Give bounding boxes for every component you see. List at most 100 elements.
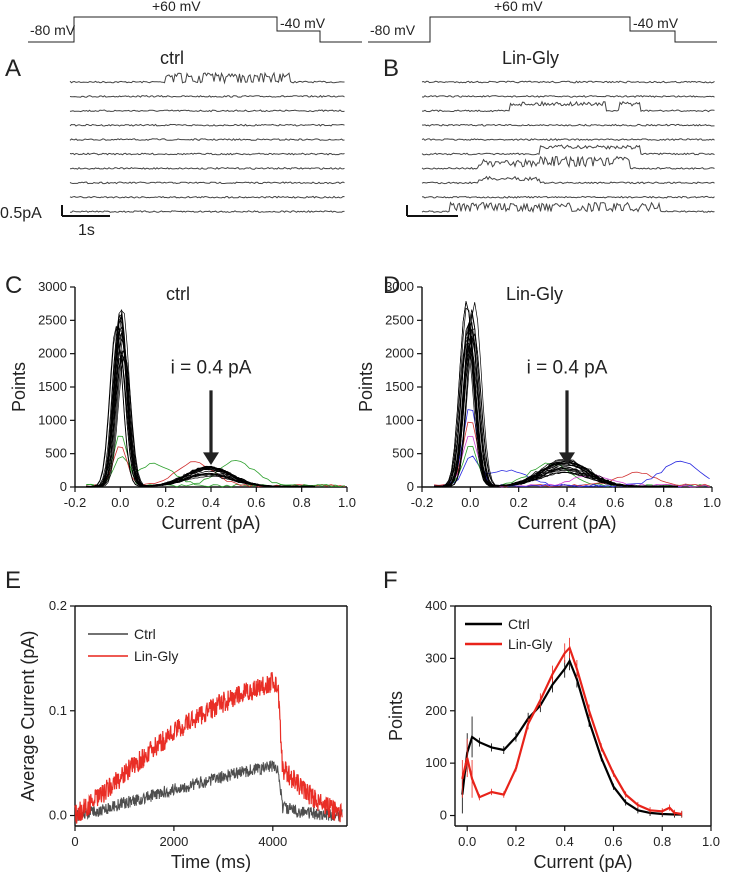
y-tick-label: 0.0 <box>49 808 67 823</box>
y-axis-title: Points <box>356 362 376 412</box>
sweep-trace <box>421 80 715 84</box>
panel-label-f: F <box>383 567 398 594</box>
y-tick-label: 0 <box>440 808 447 823</box>
legend-label: Ctrl <box>134 626 156 642</box>
y-tick-label: 300 <box>425 650 447 665</box>
sweep-trace <box>421 123 715 127</box>
x-tick-label: 0 <box>71 834 78 849</box>
legend-label: Ctrl <box>508 616 530 632</box>
sweep-trace <box>421 94 715 98</box>
series-line-lingly <box>74 672 343 824</box>
y-tick-label: 1000 <box>38 412 67 427</box>
protocol-right-v2: +60 mV <box>494 0 543 14</box>
histogram-sweep <box>86 308 315 488</box>
y-tick-label: 100 <box>425 755 447 770</box>
x-axis-title: Current (pA) <box>533 852 632 872</box>
annotation-label: i = 0.4 pA <box>527 358 608 379</box>
x-tick-label: 0.4 <box>202 495 220 510</box>
x-tick-label: 1.0 <box>702 834 720 849</box>
x-tick-label: 0.2 <box>157 495 175 510</box>
trace-title-lingly: Lin-Gly <box>502 48 559 68</box>
x-tick-label: 2000 <box>159 834 188 849</box>
sweep-trace <box>69 152 345 156</box>
x-tick-label: 0.6 <box>247 495 265 510</box>
sweep-trace <box>69 71 345 85</box>
y-tick-label: 200 <box>425 703 447 718</box>
legend-label: Lin-Gly <box>134 648 178 664</box>
sweep-trace <box>421 195 715 199</box>
y-tick-label: 3000 <box>385 279 414 294</box>
protocol-right-v1: -80 mV <box>370 22 416 38</box>
annotation-label: i = 0.4 pA <box>171 358 252 379</box>
x-tick-label: 0.2 <box>510 495 528 510</box>
x-tick-label: 0.8 <box>293 495 311 510</box>
hist-title-ctrl: ctrl <box>166 284 190 304</box>
x-tick-label: 0.0 <box>461 495 479 510</box>
y-tick-label: 500 <box>45 446 67 461</box>
x-axis-title: Current (pA) <box>517 513 616 533</box>
y-tick-label: 500 <box>392 446 414 461</box>
annotation-arrow-head <box>559 452 575 465</box>
x-tick-label: 4000 <box>258 834 287 849</box>
protocol-left-v1: -80 mV <box>30 22 76 38</box>
protocol-right: -80 mV +60 mV -40 mV <box>368 0 717 43</box>
histogram-sweep-colored <box>86 435 345 488</box>
protocol-left-v2: +60 mV <box>152 0 201 14</box>
protocol-left: -80 mV +60 mV -40 mV <box>28 0 362 43</box>
average-current-chart: 0 2000 4000 0.0 0.1 0.2 Time (ms) Average Curre… <box>18 598 348 872</box>
x-tick-label: 1.0 <box>703 495 721 510</box>
y-tick-label: 2500 <box>385 312 414 327</box>
y-tick-label: 400 <box>425 598 447 613</box>
x-tick-label: 0.6 <box>604 834 622 849</box>
histogram-sweep-colored <box>434 455 710 488</box>
sweep-trace <box>421 144 715 156</box>
x-tick-label: 1.0 <box>338 495 356 510</box>
histogram-sweep <box>86 327 315 488</box>
sweep-trace <box>421 138 715 142</box>
protocol-left-v3: -40 mV <box>280 15 326 31</box>
y-tick-label: 1500 <box>385 379 414 394</box>
sweep-trace <box>69 123 345 127</box>
y-tick-label: 2000 <box>38 346 67 361</box>
scale-bar-b <box>406 205 458 217</box>
x-axis-title: Time (ms) <box>171 852 251 872</box>
trace-title-ctrl: ctrl <box>160 48 184 68</box>
annotation-arrow-head <box>203 452 219 465</box>
y-tick-label: 1000 <box>385 412 414 427</box>
scale-current-label: 0.5pA <box>0 205 42 222</box>
histogram-sweep <box>434 335 678 488</box>
y-tick-label: 0.2 <box>49 598 67 613</box>
sweep-trace <box>69 166 345 170</box>
sweep-trace <box>421 155 715 170</box>
x-tick-label: 0.8 <box>653 834 671 849</box>
histogram-lingly: -0.2 0.0 0.2 0.4 0.6 0.8 1.0 0 500 1000 1500 2000 25… <box>356 279 721 533</box>
hist-title-lingly: Lin-Gly <box>506 284 563 304</box>
y-tick-label: 0.1 <box>49 703 67 718</box>
x-tick-label: 0.6 <box>606 495 624 510</box>
scale-time-label: 1s <box>78 222 95 239</box>
histogram-sweep <box>434 302 678 488</box>
panel-label-e: E <box>5 567 21 594</box>
sweep-trace <box>69 181 345 185</box>
x-tick-label: 0.8 <box>655 495 673 510</box>
y-tick-label: 0 <box>407 479 414 494</box>
single-channel-traces-lingly <box>421 80 715 214</box>
series-line-lingly <box>461 645 682 816</box>
sweep-trace <box>70 210 345 213</box>
x-tick-label: 0.4 <box>558 495 576 510</box>
y-tick-label: 3000 <box>38 279 67 294</box>
x-tick-label: 0.0 <box>111 495 129 510</box>
panel-label-c: C <box>5 272 22 299</box>
y-tick-label: 1500 <box>38 379 67 394</box>
panel-label-d: D <box>383 272 400 299</box>
sweep-trace <box>69 94 345 98</box>
x-tick-label: -0.2 <box>411 495 433 510</box>
sweep-trace <box>421 175 715 185</box>
sweep-trace <box>421 201 715 214</box>
y-axis-title: Points <box>9 362 29 412</box>
scale-bar-a: 0.5pA 1s <box>0 205 110 239</box>
series-line-ctrl <box>461 658 682 816</box>
y-tick-label: 2500 <box>38 312 67 327</box>
y-axis-title: Points <box>386 691 406 741</box>
